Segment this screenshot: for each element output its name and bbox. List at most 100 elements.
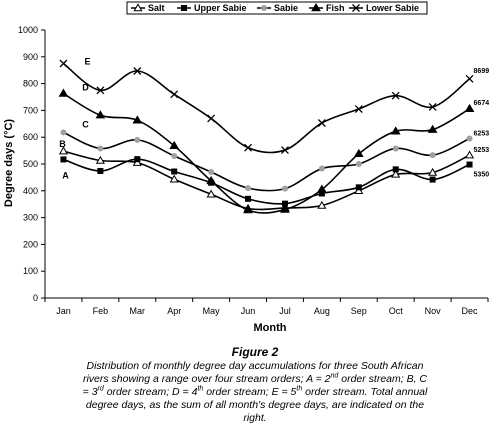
x-tick-label: Mar bbox=[130, 306, 146, 316]
data-point bbox=[261, 5, 267, 11]
y-tick-label: 0 bbox=[33, 293, 38, 303]
data-point bbox=[60, 129, 67, 136]
data-point bbox=[280, 204, 290, 213]
data-point bbox=[206, 189, 216, 198]
data-point bbox=[391, 91, 400, 100]
x-tick-label: Jan bbox=[56, 306, 71, 316]
legend-label: Lower Sabie bbox=[366, 3, 419, 13]
y-tick-label: 100 bbox=[23, 266, 38, 276]
legend-item: Salt bbox=[131, 3, 165, 13]
data-point bbox=[392, 166, 399, 173]
x-tick-label: May bbox=[203, 306, 221, 316]
y-tick-label: 700 bbox=[23, 105, 38, 115]
figure-title: Figure 2 bbox=[231, 345, 279, 359]
axis-lines bbox=[44, 30, 488, 299]
data-point bbox=[208, 169, 215, 176]
y-tick-label: 600 bbox=[23, 132, 38, 142]
annual-total-label: 6674 bbox=[474, 100, 490, 107]
annual-total-label: 6253 bbox=[474, 131, 490, 138]
legend-label: Upper Sabie bbox=[194, 3, 247, 13]
y-tick-label: 900 bbox=[23, 52, 38, 62]
y-tick-label: 400 bbox=[23, 186, 38, 196]
annual-total-label: 5253 bbox=[474, 147, 490, 154]
data-point bbox=[133, 3, 143, 12]
data-point bbox=[353, 148, 364, 158]
data-point bbox=[58, 88, 69, 97]
data-point bbox=[132, 115, 143, 124]
legend-label: Sabie bbox=[274, 3, 298, 13]
data-point bbox=[466, 161, 473, 168]
data-point bbox=[464, 103, 475, 112]
data-point bbox=[169, 174, 179, 183]
data-point bbox=[465, 74, 474, 83]
series-line bbox=[63, 150, 470, 211]
data-point bbox=[169, 140, 180, 149]
series-letter-label: E bbox=[84, 57, 90, 67]
data-point bbox=[429, 176, 436, 183]
legend-item: Sabie bbox=[257, 3, 298, 13]
x-tick-label: Aug bbox=[314, 306, 330, 316]
line-chart: Salt Upper Sabie Sabie Fish Lower Sabie 0 100… bbox=[3, 1, 490, 334]
series-letter-label: D bbox=[82, 83, 89, 93]
data-point bbox=[170, 90, 179, 99]
data-point bbox=[133, 67, 142, 75]
data-point bbox=[390, 126, 401, 135]
x-tick-label: Jun bbox=[241, 306, 256, 316]
y-tick-label: 1000 bbox=[18, 25, 38, 35]
annual-total-label: 5350 bbox=[474, 172, 490, 179]
data-point bbox=[95, 110, 106, 119]
data-point bbox=[280, 146, 289, 155]
x-tick-label: Oct bbox=[389, 306, 404, 316]
y-tick-label: 500 bbox=[23, 159, 38, 169]
y-axis-title: Degree days (°C) bbox=[3, 119, 15, 207]
data-point bbox=[428, 102, 437, 111]
x-tick-label: Dec bbox=[462, 306, 479, 316]
x-tick-label: Nov bbox=[425, 306, 442, 316]
series-letter-label: B bbox=[59, 139, 66, 149]
data-point bbox=[97, 167, 104, 174]
legend-item: Upper Sabie bbox=[177, 3, 247, 13]
data-point bbox=[59, 59, 68, 68]
annual-total-label: 8699 bbox=[474, 68, 490, 75]
data-point bbox=[171, 168, 178, 175]
data-point bbox=[243, 205, 253, 214]
data-point bbox=[171, 152, 178, 159]
data-point bbox=[281, 185, 288, 192]
data-point bbox=[95, 155, 105, 164]
data-point bbox=[60, 156, 67, 163]
data-point bbox=[427, 124, 438, 133]
data-point bbox=[134, 156, 141, 163]
y-tick-label: 200 bbox=[23, 239, 38, 249]
caption-text: Distribution of monthly degree day accum… bbox=[82, 360, 428, 424]
data-point bbox=[245, 195, 252, 202]
data-point bbox=[97, 145, 104, 152]
data-point bbox=[317, 119, 326, 127]
data-point bbox=[316, 184, 327, 193]
data-point bbox=[318, 165, 325, 172]
legend-label: Fish bbox=[326, 3, 345, 13]
data-point bbox=[352, 4, 360, 12]
data-point bbox=[355, 184, 362, 191]
data-point bbox=[281, 200, 288, 207]
series-line bbox=[62, 62, 471, 154]
legend: Salt Upper Sabie Sabie Fish Lower Sabie bbox=[126, 1, 428, 15]
data-point bbox=[96, 86, 105, 95]
series-letter-label: C bbox=[82, 119, 89, 129]
data-point bbox=[354, 105, 363, 114]
data-point bbox=[429, 152, 436, 159]
data-point bbox=[466, 135, 473, 142]
series-line bbox=[63, 131, 470, 192]
data-point bbox=[134, 136, 141, 143]
data-point bbox=[181, 5, 187, 11]
series-letter-label: A bbox=[62, 170, 69, 180]
series-line bbox=[63, 92, 470, 214]
data-point bbox=[428, 167, 438, 176]
x-tick-label: Jul bbox=[279, 306, 291, 316]
x-tick-label: Feb bbox=[93, 306, 109, 316]
data-point bbox=[392, 145, 399, 152]
data-point bbox=[245, 185, 252, 192]
legend-label: Salt bbox=[148, 3, 165, 13]
data-point bbox=[318, 190, 325, 197]
x-tick-label: Sep bbox=[351, 306, 367, 316]
x-tick-label: Apr bbox=[167, 306, 181, 316]
